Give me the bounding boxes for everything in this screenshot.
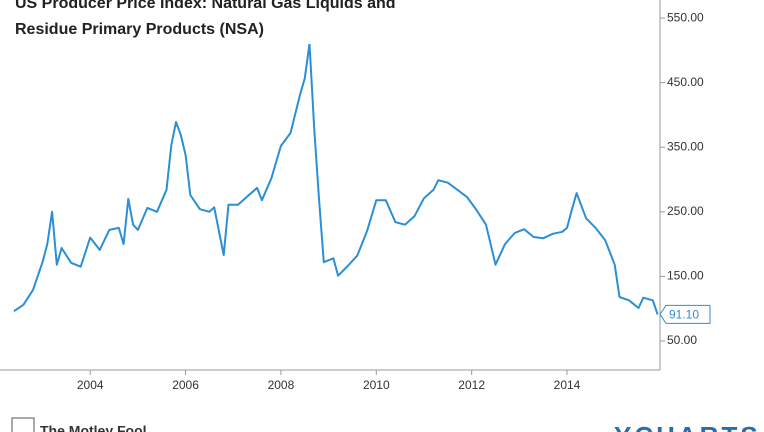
- x-tick-label: 2004: [77, 378, 104, 392]
- x-tick-label: 2008: [268, 378, 295, 392]
- x-tick-label: 2014: [554, 378, 581, 392]
- y-tick-label: 550.00: [667, 10, 704, 24]
- footer-left: The Motley Fool: [40, 423, 147, 432]
- line-series: [13, 42, 659, 315]
- logo-icon: [11, 417, 35, 432]
- x-tick-label: 2006: [172, 378, 199, 392]
- y-tick-label: 150.00: [667, 269, 704, 283]
- title-background: [0, 0, 505, 44]
- footer-right: YCHARTS: [614, 421, 761, 432]
- y-tick-label: 250.00: [667, 204, 704, 218]
- y-tick-label: 450.00: [667, 75, 704, 89]
- y-tick-label: 50.00: [667, 333, 697, 347]
- y-tick-label: 350.00: [667, 139, 704, 153]
- last-value-callout: 91.10: [659, 304, 711, 324]
- x-tick-label: 2012: [458, 378, 485, 392]
- chart-title: Residue Primary Products (NSA): [15, 21, 264, 38]
- chart-title: US Producer Price Index: Natural Gas Liq…: [15, 0, 396, 12]
- x-tick-label: 2010: [363, 378, 390, 392]
- callout-box: [659, 304, 711, 324]
- last-value-label: 91.10: [669, 308, 699, 322]
